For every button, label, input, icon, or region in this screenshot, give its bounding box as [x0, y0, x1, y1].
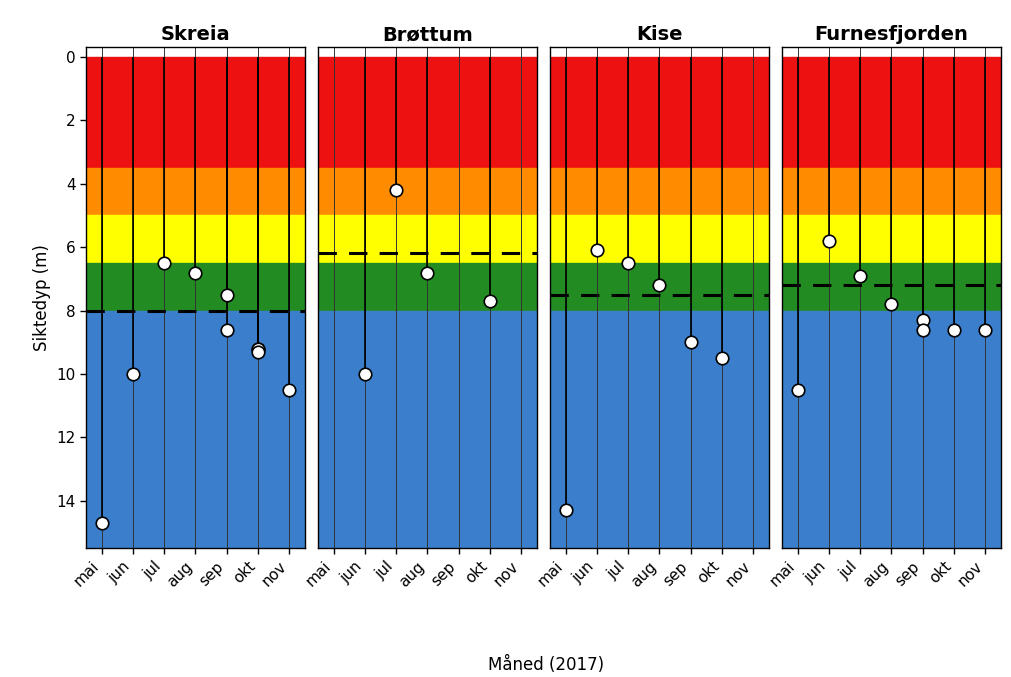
Bar: [782, 168, 1001, 215]
Bar: [317, 168, 537, 215]
Bar: [550, 263, 769, 311]
Bar: [782, 311, 1001, 552]
Bar: [550, 57, 769, 168]
Bar: [86, 263, 305, 311]
Title: Kise: Kise: [636, 26, 682, 45]
Bar: [317, 57, 537, 168]
Title: Brøttum: Brøttum: [382, 26, 473, 45]
Bar: [782, 263, 1001, 311]
Bar: [550, 311, 769, 552]
Bar: [86, 311, 305, 552]
Bar: [550, 215, 769, 263]
Bar: [317, 311, 537, 552]
Title: Furnesfjorden: Furnesfjorden: [815, 26, 969, 45]
Text: Måned (2017): Måned (2017): [488, 656, 604, 674]
Bar: [782, 57, 1001, 168]
Bar: [86, 168, 305, 215]
Y-axis label: Siktedyp (m): Siktedyp (m): [32, 244, 51, 351]
Bar: [782, 215, 1001, 263]
Title: Skreia: Skreia: [161, 26, 231, 45]
Bar: [317, 215, 537, 263]
Bar: [86, 57, 305, 168]
Bar: [86, 215, 305, 263]
Bar: [550, 168, 769, 215]
Bar: [317, 263, 537, 311]
